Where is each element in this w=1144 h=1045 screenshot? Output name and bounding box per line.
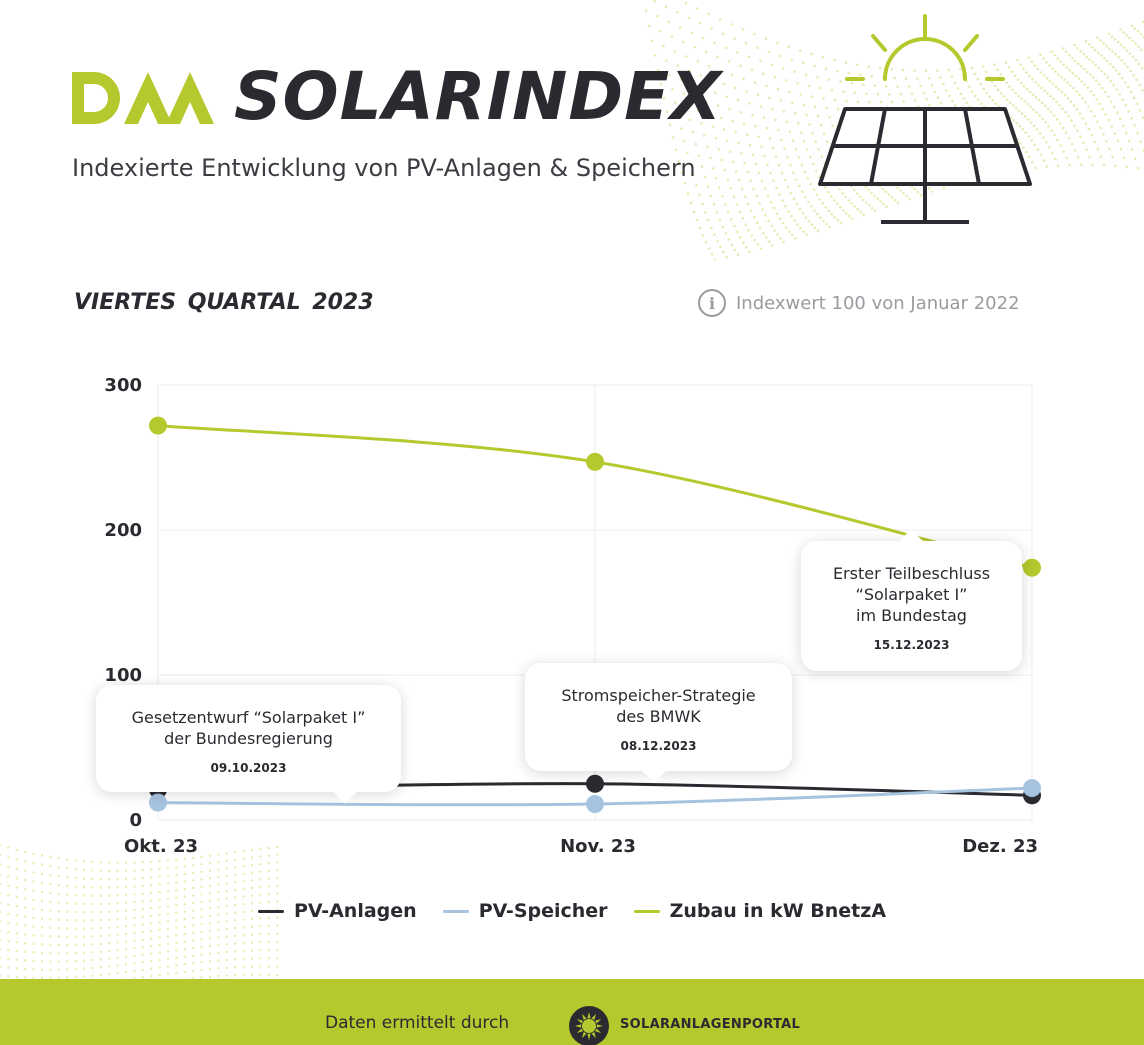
annotation-callout-2: Stromspeicher-Strategie des BMWK 08.12.2… [525, 663, 792, 783]
page-subtitle: Indexierte Entwicklung von PV-Anlagen & … [72, 154, 696, 182]
solar-panel-sun-icon [818, 14, 1032, 224]
data-point [586, 774, 604, 793]
legend-item-pv-anlagen: PV-Anlagen [257, 900, 417, 922]
legend-swatch [633, 909, 660, 913]
x-tick-label: Okt. 23 [124, 836, 198, 857]
legend-item-pv-speicher: PV-Speicher [442, 900, 608, 922]
annotation-date: 15.12.2023 [873, 638, 950, 652]
legend-item-zubau: Zubau in kW BnetzA [633, 900, 887, 922]
data-point [586, 452, 604, 471]
chart-legend: PV-Anlagen PV-Speicher Zubau in kW Bnetz… [0, 900, 1144, 922]
y-tick-label: 0 [129, 810, 142, 831]
legend-swatch [257, 909, 284, 913]
legend-label: PV-Speicher [478, 900, 608, 922]
page-title: SOLARINDEX [234, 58, 723, 135]
legend-swatch [442, 909, 469, 913]
annotation-text: Stromspeicher-Strategie des BMWK [561, 686, 756, 726]
footer-text: Daten ermittelt durch [325, 1013, 510, 1033]
info-icon: i [698, 289, 726, 317]
y-tick-label: 100 [104, 665, 142, 686]
legend-label: Zubau in kW BnetzA [669, 900, 887, 922]
y-tick-label: 200 [104, 520, 142, 541]
annotation-text: Erster Teilbeschluss “Solarpaket I” im B… [832, 564, 991, 625]
footer-bar: Daten ermittelt durch SOLARANLAGENPORTAL [0, 979, 1144, 1045]
x-tick-label: Dez. 23 [962, 836, 1038, 857]
annotation-callout-1: Gesetzentwurf “Solarpaket I” der Bundesr… [96, 685, 401, 804]
data-point [1023, 558, 1041, 577]
index-note: i Indexwert 100 von Januar 2022 [698, 288, 1020, 318]
annotation-date: 08.12.2023 [620, 739, 697, 753]
annotation-callout-3: Erster Teilbeschluss “Solarpaket I” im B… [801, 529, 1022, 671]
period-label: VIERTES QUARTAL 2023 [74, 290, 374, 315]
data-point [149, 416, 167, 435]
data-point [586, 795, 604, 814]
index-note-text: Indexwert 100 von Januar 2022 [736, 292, 1020, 314]
sun-badge-icon [569, 1006, 609, 1045]
legend-label: PV-Anlagen [293, 900, 417, 922]
y-tick-label: 300 [104, 375, 142, 396]
annotation-text: Gesetzentwurf “Solarpaket I” der Bundesr… [131, 708, 366, 748]
x-tick-label: Nov. 23 [560, 836, 636, 857]
daa-logo [72, 72, 214, 124]
data-point [1023, 779, 1041, 798]
data-point [149, 793, 167, 812]
annotation-date: 09.10.2023 [210, 761, 287, 775]
portal-brand-name[interactable]: SOLARANLAGENPORTAL [620, 1017, 801, 1032]
